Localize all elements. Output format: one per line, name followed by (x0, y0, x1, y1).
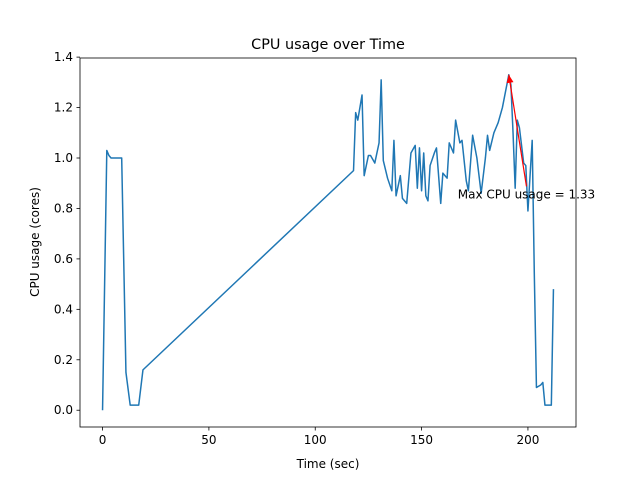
plot-frame (79, 57, 577, 428)
annotation-arrowhead (506, 74, 514, 84)
x-tick-label: 0 (99, 433, 107, 447)
y-tick-label: 0.8 (54, 201, 73, 215)
y-axis-label: CPU usage (cores) (28, 187, 42, 297)
y-tick-label: 0.2 (54, 353, 73, 367)
y-tick-label: 1.2 (54, 101, 73, 115)
annotation-arrow (508, 74, 528, 187)
x-tick-label: 100 (304, 433, 327, 447)
x-tick-label: 150 (410, 433, 433, 447)
line-series (101, 74, 555, 411)
y-tick-label: 0.4 (54, 302, 73, 316)
x-tick-label: 200 (516, 433, 539, 447)
y-tick-label: 1.0 (54, 151, 73, 165)
annotation-text: Max CPU usage = 1.33 (458, 187, 595, 201)
y-tick-label: 0.0 (54, 403, 73, 417)
x-tick-label: 50 (201, 433, 216, 447)
y-tick-label: 1.4 (54, 50, 73, 64)
y-tick-label: 0.6 (54, 252, 73, 266)
chart-title: CPU usage over Time (251, 37, 405, 53)
x-axis-label: Time (sec) (296, 457, 360, 471)
